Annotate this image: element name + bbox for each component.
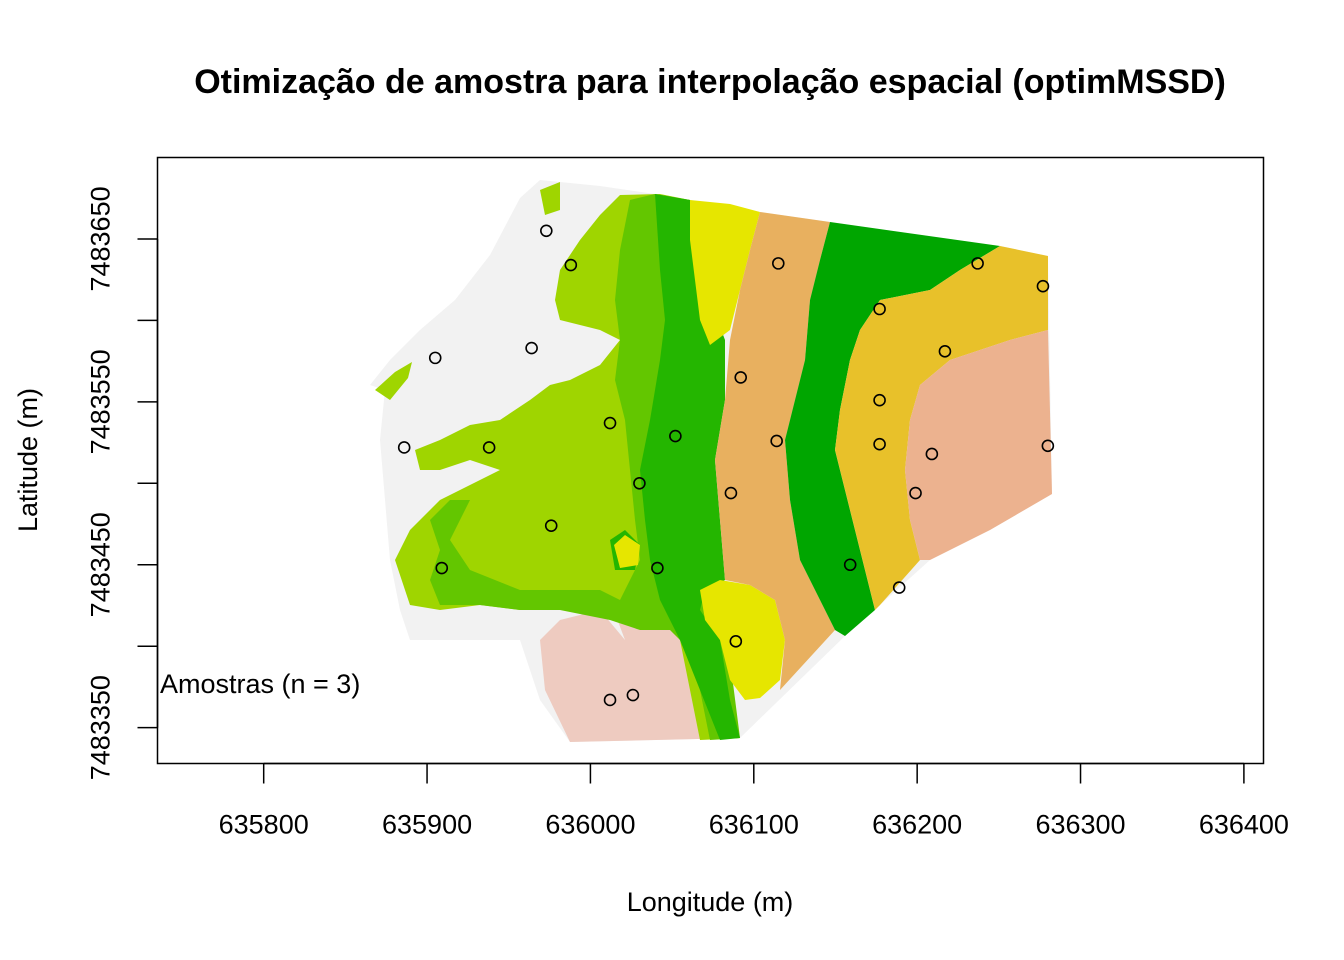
sample-point <box>633 477 646 490</box>
x-axis-label: Longitude (m) <box>627 887 794 917</box>
x-axis: 635800 635900 636000 636100 636200 636300 6364… <box>219 762 1289 840</box>
y-tick-label: 7483650 <box>86 186 116 291</box>
y-tick-label: 7483550 <box>86 349 116 454</box>
sample-point <box>971 257 984 270</box>
map-zone-8 <box>785 222 1000 636</box>
sample-point <box>544 519 558 532</box>
sample-point <box>938 345 952 358</box>
y-tick-label: 7483350 <box>86 675 116 780</box>
y-axis-label: Latitude (m) <box>13 388 43 532</box>
sample-point <box>925 447 939 461</box>
sample-point <box>525 341 538 355</box>
x-tick-label: 635800 <box>219 810 309 840</box>
sample-point <box>734 371 748 384</box>
y-axis: 7483350 7483450 7483550 7483650 <box>86 186 159 780</box>
sample-point <box>1041 439 1055 453</box>
sample-point <box>770 434 783 448</box>
sample-point <box>873 437 886 451</box>
x-tick-label: 636000 <box>545 810 635 840</box>
sample-point <box>428 351 442 365</box>
sample-point <box>1036 279 1050 293</box>
sample-point <box>482 441 496 454</box>
map-zone-10 <box>905 330 1052 560</box>
interpolation-map <box>370 180 1052 742</box>
sample-point <box>771 257 785 270</box>
x-tick-label: 636300 <box>1035 810 1125 840</box>
sample-point <box>892 581 906 594</box>
sample-point <box>397 441 411 454</box>
sample-point <box>729 635 743 648</box>
sample-points <box>397 224 1055 707</box>
sample-point <box>603 416 617 430</box>
x-tick-label: 636400 <box>1199 810 1289 840</box>
x-tick-label: 635900 <box>382 810 472 840</box>
sample-point <box>873 393 886 407</box>
sample-point <box>843 558 857 572</box>
chart-title: Otimização de amostra para interpolação … <box>194 63 1226 101</box>
sample-point <box>626 688 640 702</box>
sample-point <box>724 486 738 500</box>
sample-point <box>909 486 922 500</box>
x-tick-label: 636100 <box>709 810 799 840</box>
sample-point <box>564 258 578 272</box>
sample-point <box>669 429 682 443</box>
map-zone-7 <box>715 212 835 690</box>
map-zone-6 <box>614 200 785 700</box>
sample-point <box>651 561 664 575</box>
sample-point <box>603 693 617 707</box>
map-zone-9 <box>835 246 1048 610</box>
sample-point <box>435 561 449 575</box>
sample-point <box>540 224 553 238</box>
y-tick-label: 7483450 <box>86 512 116 617</box>
annotation-text: Amostras (n = 3) <box>160 669 360 699</box>
sample-point <box>873 302 886 316</box>
x-tick-label: 636200 <box>872 810 962 840</box>
